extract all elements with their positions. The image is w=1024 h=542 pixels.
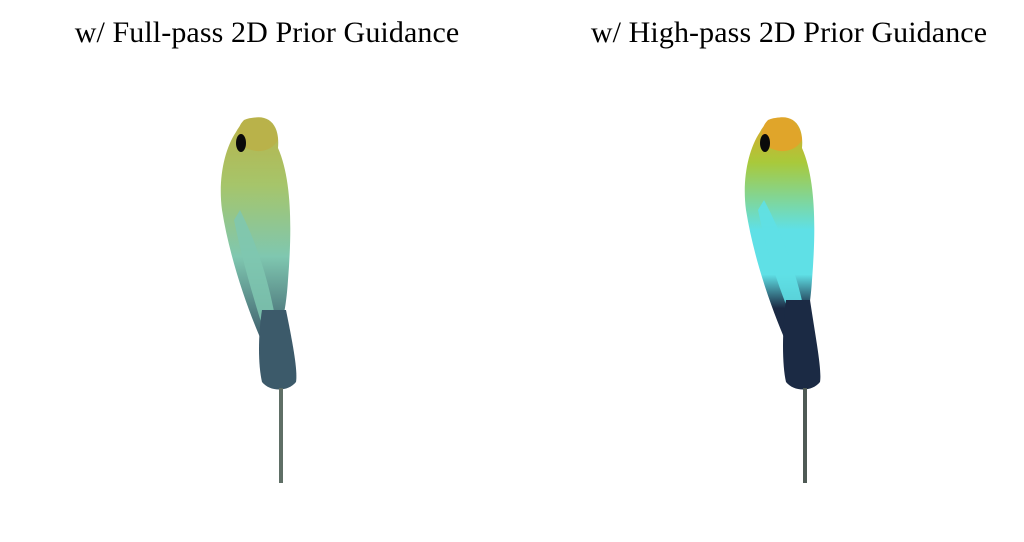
bird-wing <box>758 200 804 320</box>
bird-eye <box>760 134 770 152</box>
bird-image <box>220 117 297 483</box>
panel-high-pass: w/ High-pass 2D Prior Guidance <box>512 0 1024 542</box>
panel-title: w/ High-pass 2D Prior Guidance <box>590 16 988 49</box>
bird-stick <box>279 388 283 483</box>
bird-image <box>744 117 821 483</box>
bird-tail <box>783 300 821 390</box>
panel-title: w/ Full-pass 2D Prior Guidance <box>74 16 460 49</box>
panel-full-pass: w/ Full-pass 2D Prior Guidance <box>75 16 459 483</box>
bird-tail <box>259 310 297 390</box>
bird-eye <box>236 134 246 152</box>
bird-stick <box>803 388 807 483</box>
bird-head <box>761 117 802 152</box>
bird-head <box>237 117 278 152</box>
bird-body <box>220 117 291 342</box>
bird-wing <box>234 210 278 338</box>
